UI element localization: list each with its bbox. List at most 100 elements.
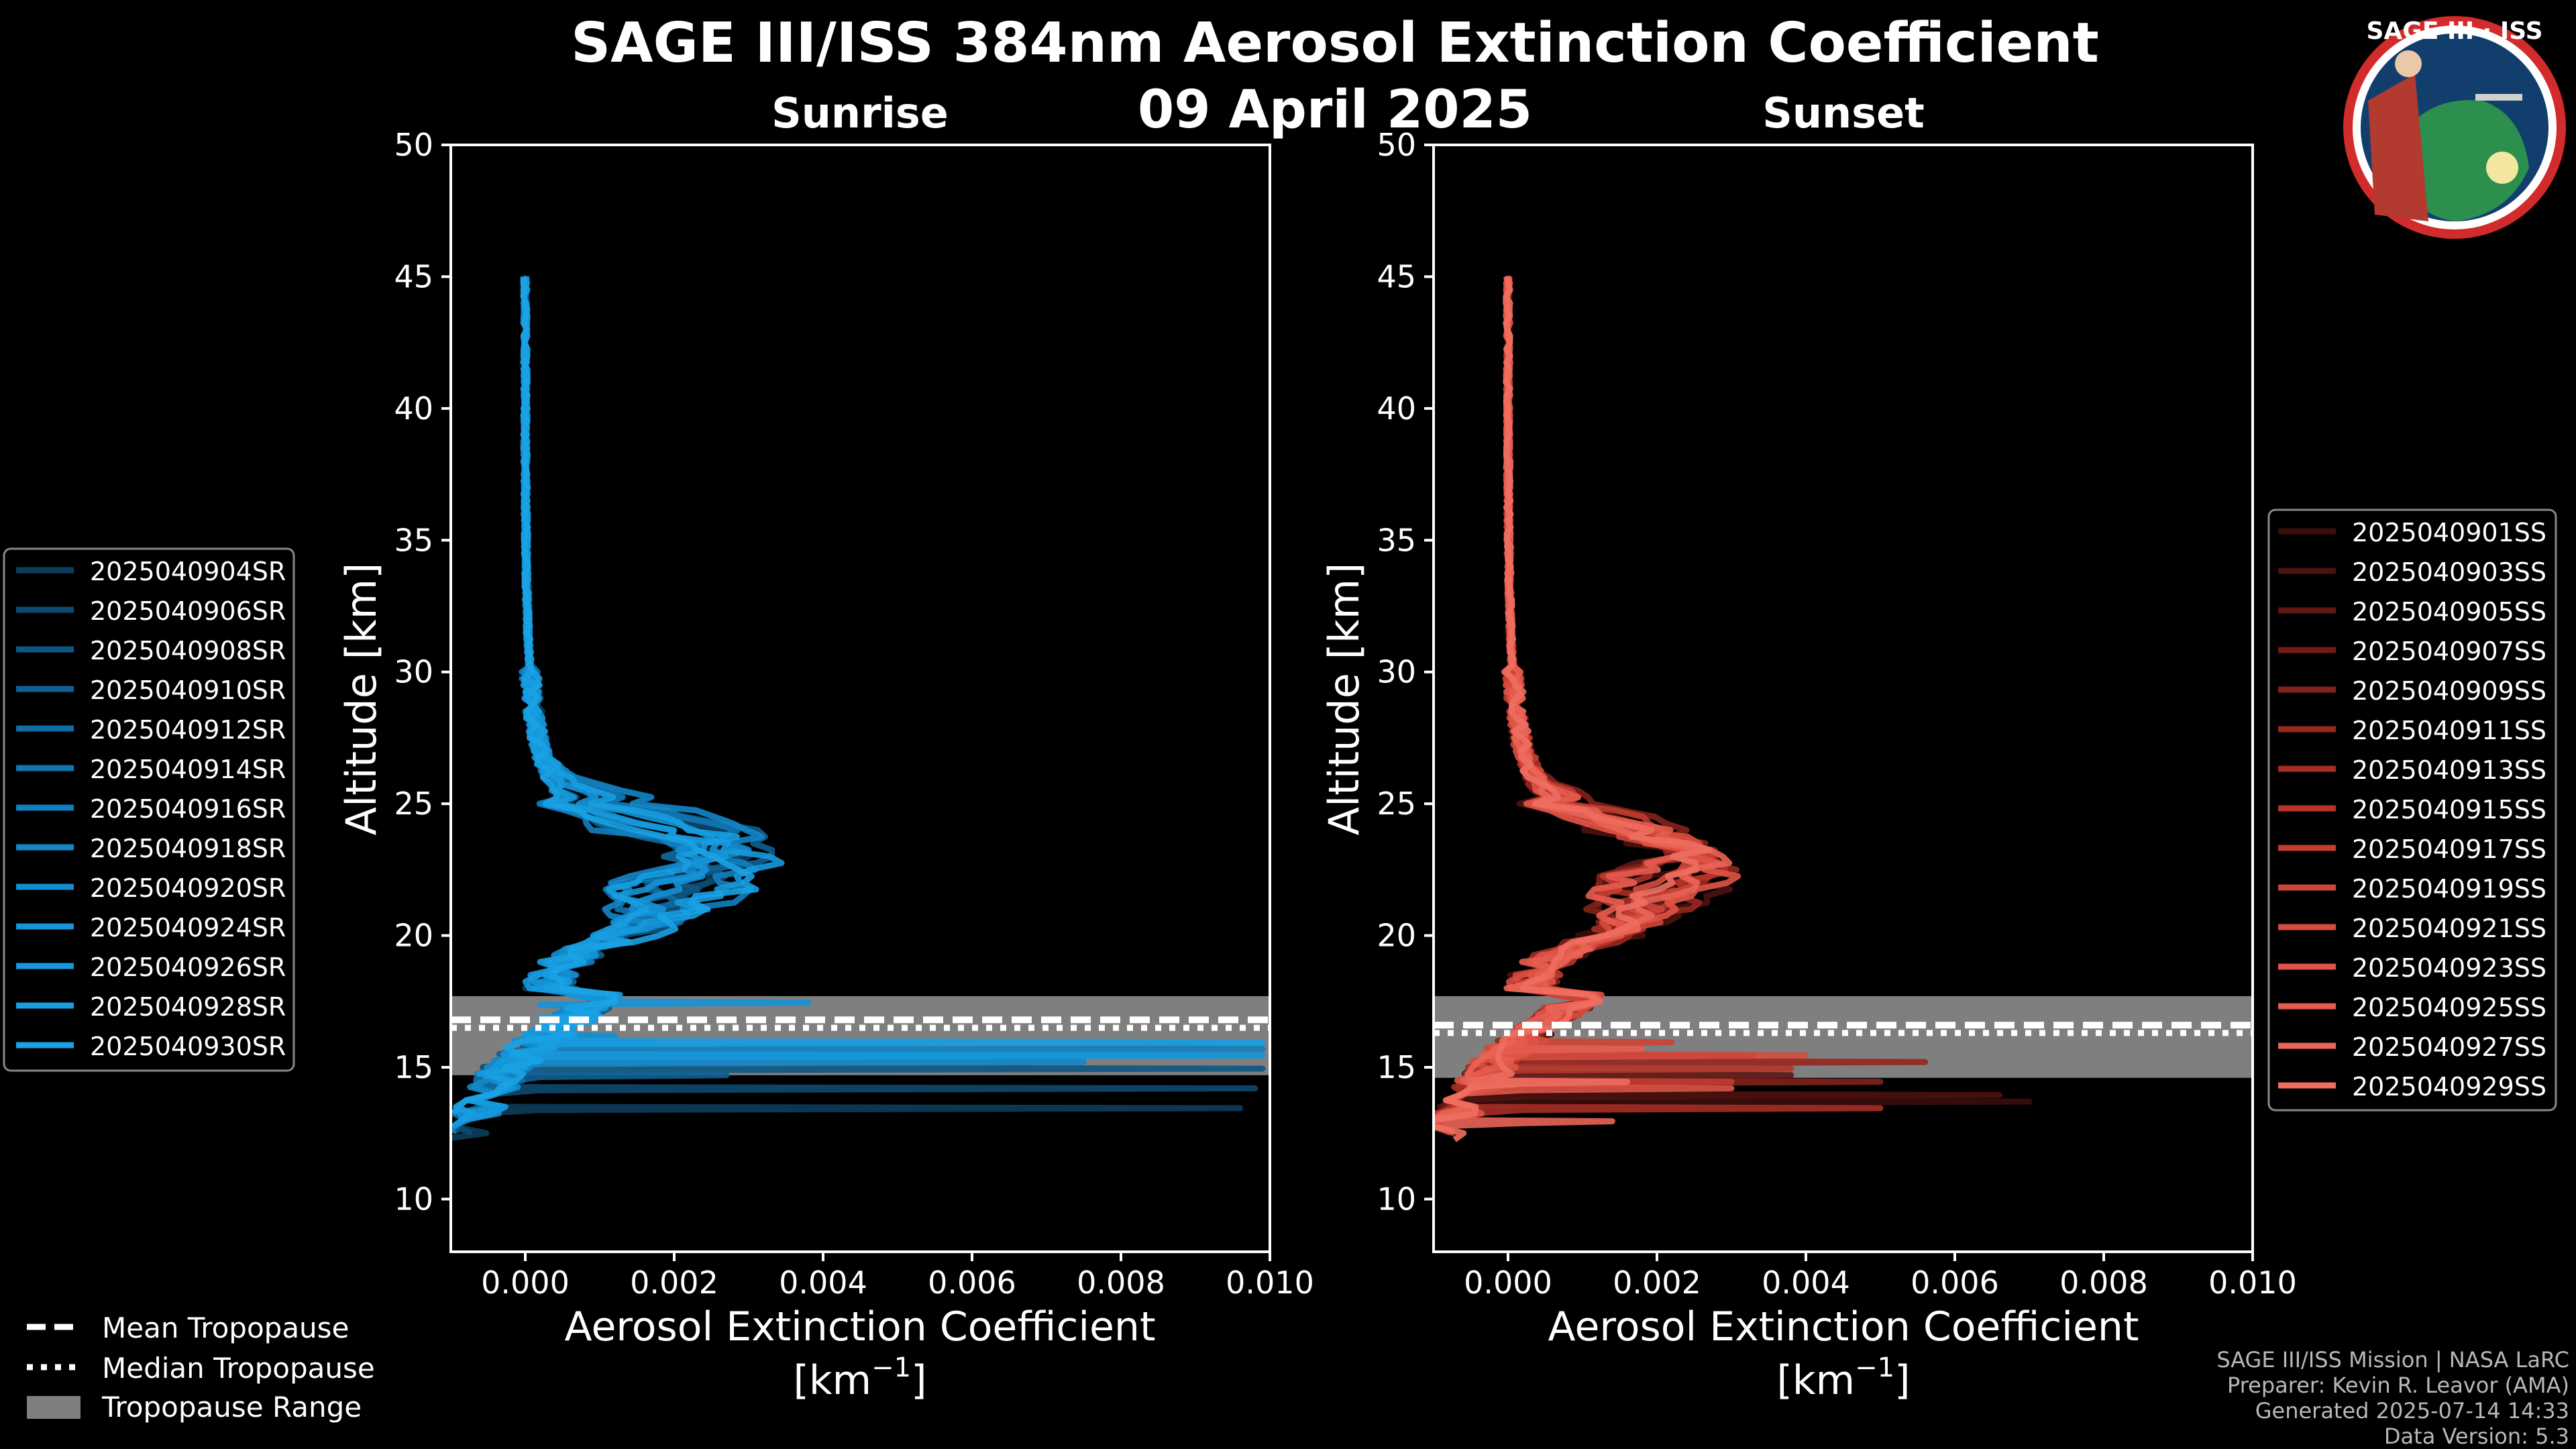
sunrise-x-unit-close: ]: [911, 1357, 926, 1404]
sunrise-legend-label: 2025040930SR: [90, 1032, 286, 1061]
credit-data-version: Data Version: 5.3: [2384, 1424, 2569, 1449]
sunrise-panel-title: Sunrise: [771, 89, 949, 138]
figure-title: SAGE III/ISS 384nm Aerosol Extinction Co…: [571, 11, 2099, 75]
sunset-legend-label: 2025040911SS: [2352, 716, 2546, 745]
sunset-y-tick-label: 45: [1377, 258, 1416, 294]
sunset-y-tick-label: 50: [1377, 127, 1416, 163]
sunrise-y-ticks: 10 15 20 25 30 35 40 45 50: [394, 127, 451, 1217]
sunrise-y-tick-label: 40: [394, 390, 433, 427]
sunset-legend-label: 2025040917SS: [2352, 835, 2546, 864]
median-tropopause-label: Median Tropopause: [102, 1352, 375, 1385]
sunset-x-ticks: 0.000 0.002 0.004 0.006 0.008 0.010: [1464, 1252, 2297, 1301]
sunset-x-tick-label: 0.010: [2208, 1265, 2297, 1301]
sunrise-y-axis-label: Altitude [km]: [337, 563, 386, 836]
sunset-panel-title: Sunset: [1762, 89, 1925, 138]
tropopause-legend: Mean Tropopause Median Tropopause Tropop…: [27, 1311, 375, 1424]
sunset-legend: 2025040901SS 2025040903SS 2025040905SS 2025…: [2267, 508, 2557, 1112]
sunrise-legend-label: 2025040928SR: [90, 992, 286, 1022]
sunset-profile-2025040929SS: [1434, 276, 1713, 1142]
sunrise-legend-label: 2025040910SR: [90, 676, 286, 705]
mission-logo: SAGE III · ISS: [2343, 16, 2566, 239]
sunset-legend-label: 2025040903SS: [2352, 557, 2546, 587]
sunset-x-axis-unit: [km−1]: [1777, 1352, 1911, 1404]
sunrise-y-tick-label: 20: [394, 918, 433, 954]
sunset-y-tick-label: 35: [1377, 522, 1416, 558]
sunrise-legend-label: 2025040906SR: [90, 596, 286, 626]
sunset-profiles: [1434, 275, 2033, 1142]
sunrise-x-axis-label: Aerosol Extinction Coefficient: [565, 1303, 1156, 1350]
sunrise-x-tick-label: 0.006: [928, 1265, 1016, 1301]
credit-mission: SAGE III/ISS Mission | NASA LaRC: [2216, 1347, 2569, 1373]
sunrise-legend-frame: [3, 547, 295, 1072]
tropopause-range-swatch: [27, 1396, 80, 1419]
sunset-legend-label: 2025040925SS: [2352, 993, 2546, 1022]
sunset-legend-label: 2025040907SS: [2352, 637, 2546, 666]
sunrise-x-axis-unit: [km−1]: [794, 1352, 927, 1404]
sunrise-legend-label: 2025040912SR: [90, 715, 286, 745]
logo-text: SAGE III · ISS: [2366, 17, 2542, 45]
sunset-x-unit-base: [km: [1777, 1357, 1856, 1404]
sunset-x-tick-label: 0.004: [1762, 1265, 1850, 1301]
sunrise-x-tick-label: 0.010: [1226, 1265, 1314, 1301]
tropopause-range-label: Tropopause Range: [101, 1391, 362, 1424]
sunset-x-unit-exponent: −1: [1855, 1352, 1894, 1383]
sunrise-x-tick-label: 0.002: [630, 1265, 718, 1301]
sunset-x-tick-label: 0.000: [1464, 1265, 1552, 1301]
credits: SAGE III/ISS Mission | NASA LaRC Prepare…: [2216, 1347, 2569, 1449]
sun-icon: [2486, 152, 2518, 184]
sunrise-legend-label: 2025040908SR: [90, 636, 286, 665]
sunset-legend-label: 2025040919SS: [2352, 874, 2546, 904]
sunset-y-tick-label: 10: [1377, 1181, 1416, 1217]
sunrise-x-unit-base: [km: [794, 1357, 872, 1404]
sunset-legend-label: 2025040909SS: [2352, 676, 2546, 706]
sunrise-legend-label: 2025040914SR: [90, 755, 286, 784]
sunrise-y-tick-label: 10: [394, 1181, 433, 1217]
sunset-legend-label: 2025040905SS: [2352, 597, 2546, 627]
sunrise-y-tick-label: 50: [394, 127, 433, 163]
sunset-x-axis-label: Aerosol Extinction Coefficient: [1548, 1303, 2139, 1350]
sunset-tropopause-lines: [1434, 1022, 2253, 1036]
sunset-legend-label: 2025040923SS: [2352, 953, 2546, 983]
sunrise-x-ticks: 0.000 0.002 0.004 0.006 0.008 0.010: [481, 1252, 1314, 1301]
sunrise-y-tick-label: 35: [394, 522, 433, 558]
sunset-y-tick-label: 40: [1377, 390, 1416, 427]
sunrise-legend-label: 2025040920SR: [90, 873, 286, 903]
sunset-legend-label: 2025040927SS: [2352, 1032, 2546, 1062]
sunrise-x-tick-label: 0.004: [779, 1265, 867, 1301]
sunset-x-tick-label: 0.006: [1911, 1265, 1999, 1301]
sunrise-y-tick-label: 25: [394, 786, 433, 822]
sunset-legend-label: 2025040929SS: [2352, 1072, 2546, 1102]
sunset-legend-label: 2025040901SS: [2352, 518, 2546, 547]
sunset-y-tick-label: 25: [1377, 786, 1416, 822]
sunrise-y-tick-label: 30: [394, 654, 433, 690]
sunrise-x-unit-exponent: −1: [871, 1352, 911, 1383]
mean-tropopause-label: Mean Tropopause: [102, 1311, 349, 1344]
credit-preparer: Preparer: Kevin R. Leavor (AMA): [2227, 1373, 2569, 1398]
sunrise-legend-label: 2025040904SR: [90, 557, 286, 586]
sunset-x-unit-close: ]: [1894, 1357, 1910, 1404]
sunrise-legend-label: 2025040916SR: [90, 794, 286, 824]
sunset-legend-frame: [2267, 508, 2557, 1112]
sunset-y-ticks: 10 15 20 25 30 35 40 45 50: [1377, 127, 1434, 1217]
sunrise-y-tick-label: 15: [394, 1049, 433, 1085]
sunset-y-tick-label: 15: [1377, 1049, 1416, 1085]
sunset-legend-label: 2025040915SS: [2352, 795, 2546, 824]
sunrise-x-tick-label: 0.008: [1077, 1265, 1165, 1301]
sunset-legend-label: 2025040913SS: [2352, 755, 2546, 785]
sunrise-profile-2025040930SR: [451, 276, 759, 1116]
sunset-x-tick-label: 0.002: [1613, 1265, 1701, 1301]
figure-date: 09 April 2025: [1138, 80, 1532, 140]
sunrise-legend: 2025040904SR 2025040906SR 2025040908SR 2025…: [3, 547, 295, 1072]
sunset-axes-frame: [1432, 144, 2254, 1253]
sunset-y-axis-label: Altitude [km]: [1320, 563, 1368, 836]
credit-generated: Generated 2025-07-14 14:33: [2255, 1398, 2569, 1424]
figure-head-icon: [2395, 50, 2422, 77]
sunset-y-tick-label: 20: [1377, 918, 1416, 954]
sunrise-tropopause-lines: [451, 1016, 1270, 1031]
sunrise-legend-label: 2025040926SR: [90, 953, 286, 982]
sunrise-legend-label: 2025040924SR: [90, 913, 286, 943]
sunrise-legend-label: 2025040918SR: [90, 834, 286, 863]
